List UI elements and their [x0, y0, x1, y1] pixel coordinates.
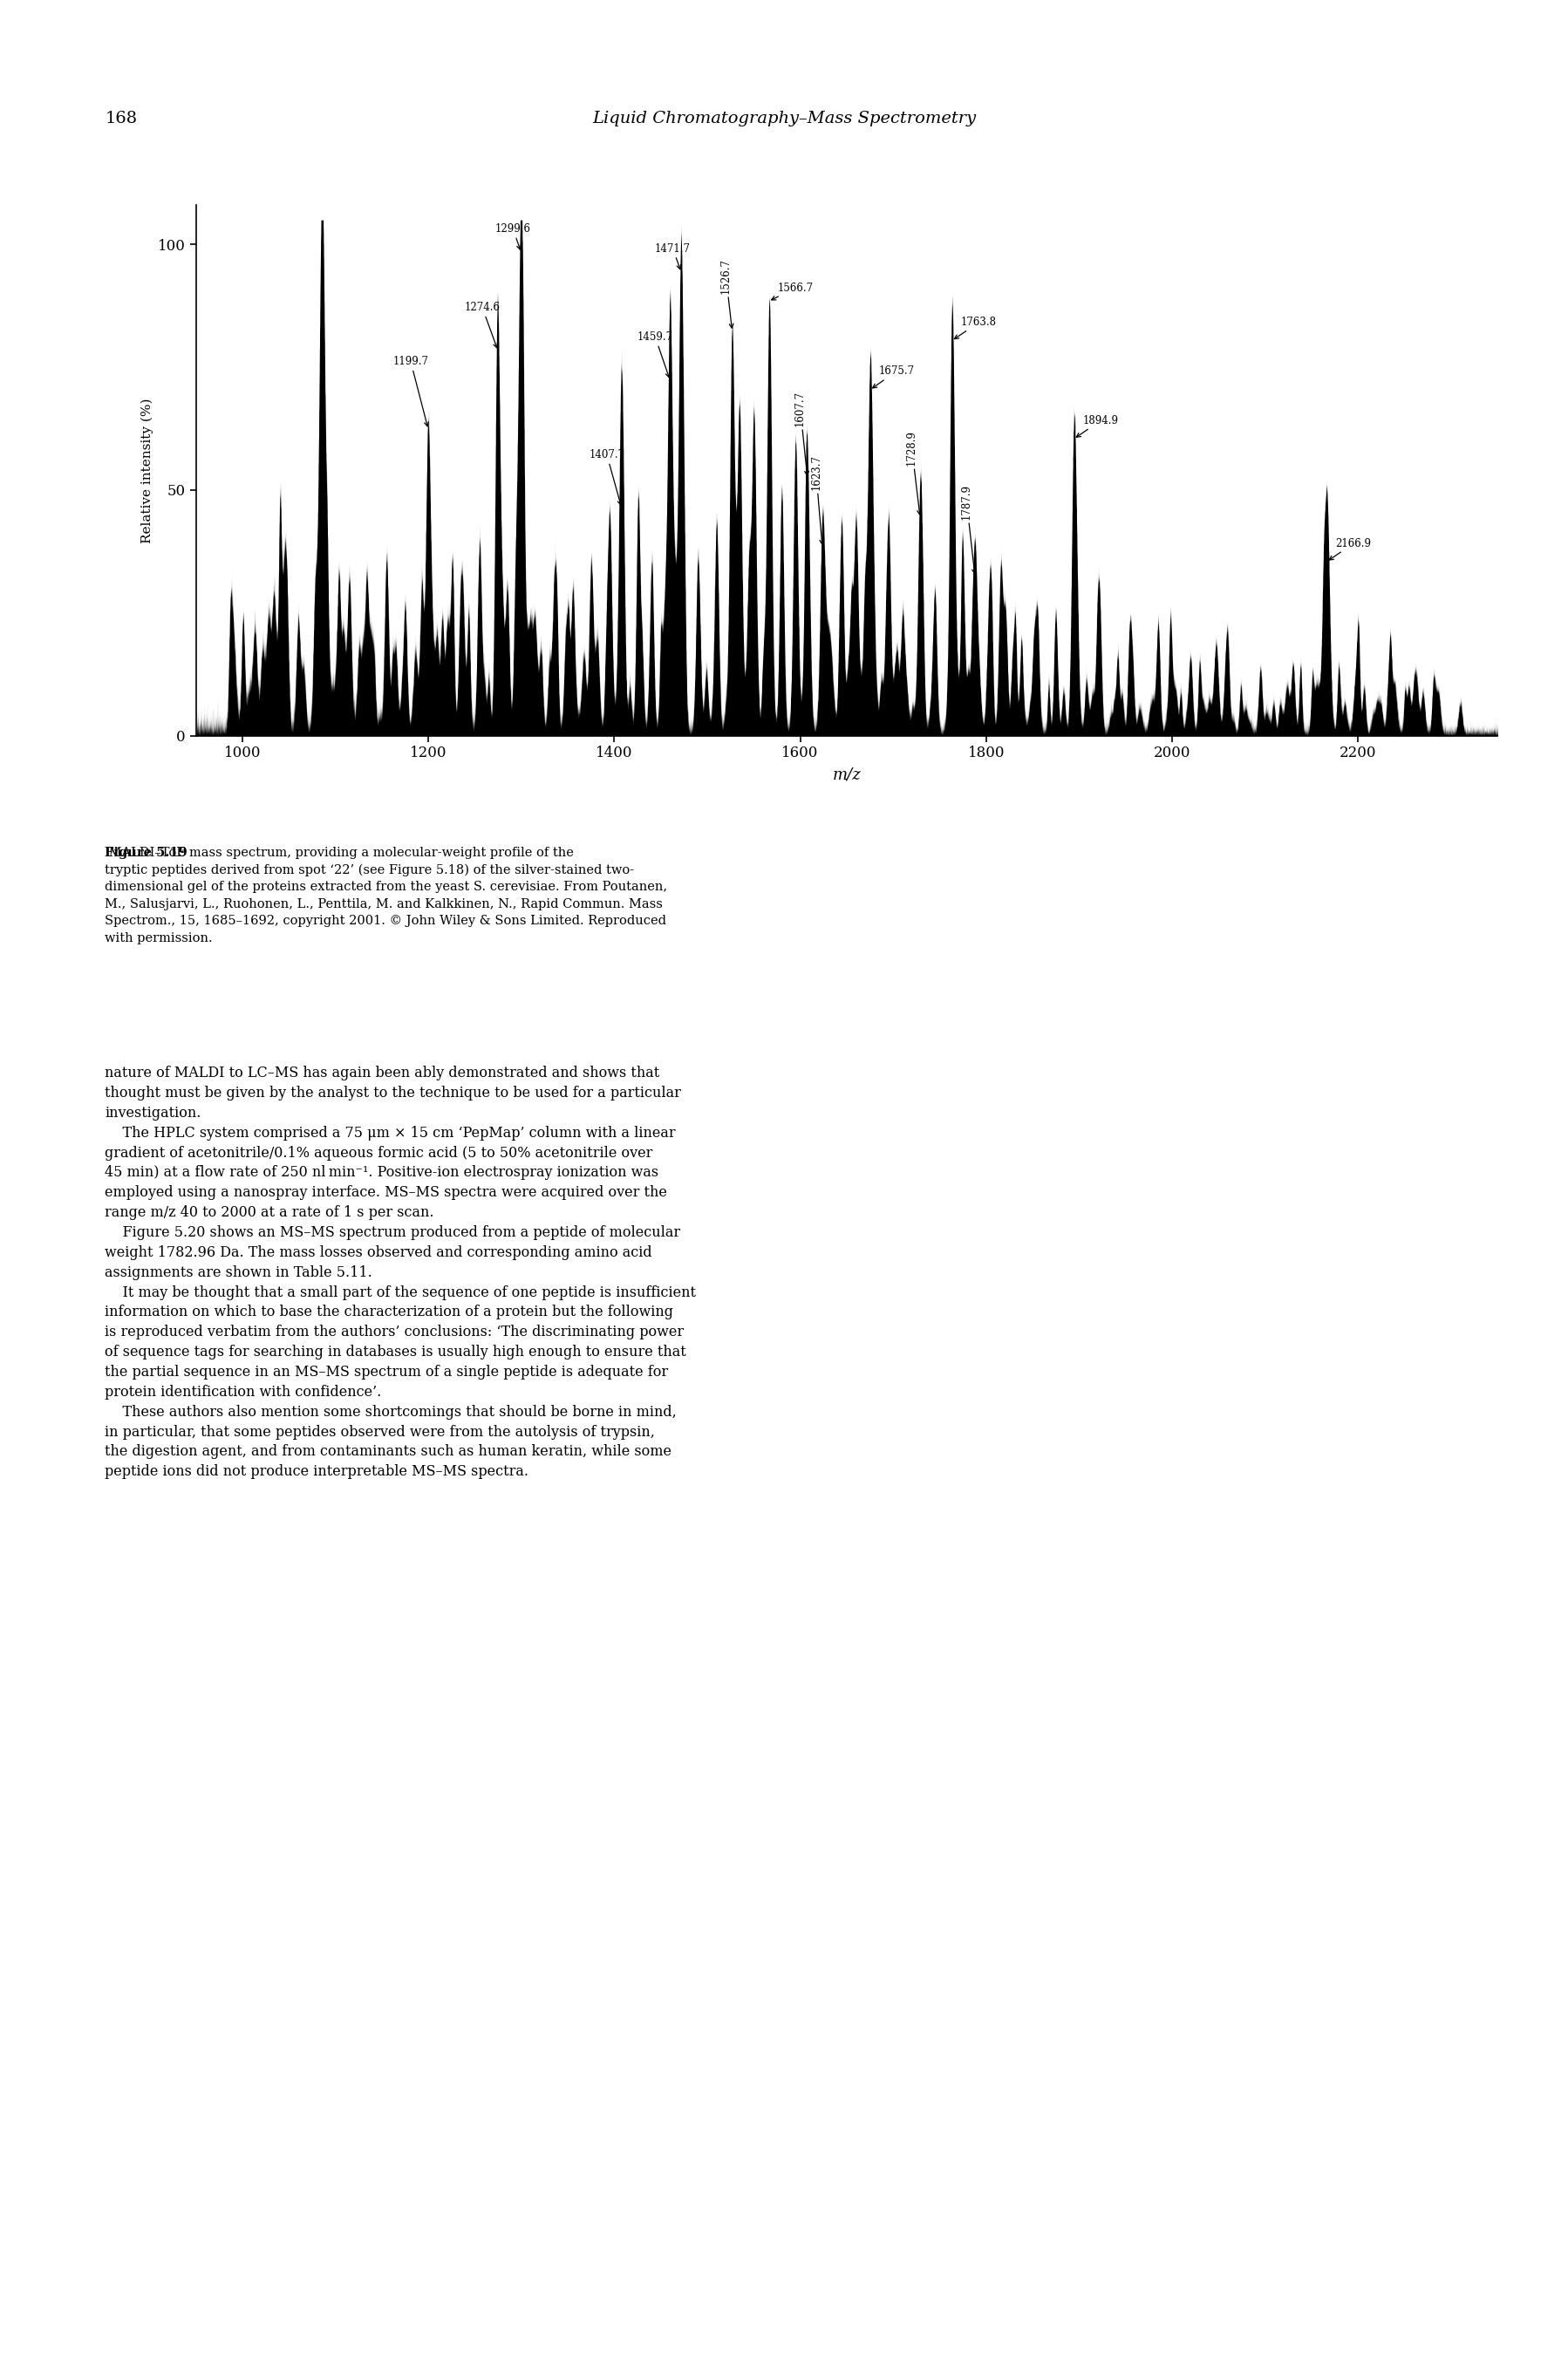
Text: 168: 168 — [105, 111, 138, 127]
Text: 1274.6: 1274.6 — [464, 302, 500, 347]
Text: 1471.7: 1471.7 — [655, 243, 691, 269]
Text: 1607.7: 1607.7 — [795, 391, 809, 476]
Text: Figure 5.19: Figure 5.19 — [105, 847, 188, 858]
Text: 1199.7: 1199.7 — [394, 356, 428, 427]
Text: MALDI–ToF mass spectrum, providing a molecular-weight profile of the
tryptic pep: MALDI–ToF mass spectrum, providing a mol… — [105, 847, 668, 943]
Text: 1894.9: 1894.9 — [1076, 415, 1118, 436]
Text: 1566.7: 1566.7 — [771, 283, 814, 299]
Text: 1407.7: 1407.7 — [590, 450, 624, 505]
Text: 1526.7: 1526.7 — [720, 257, 734, 328]
Text: 1728.9: 1728.9 — [906, 429, 922, 514]
Text: 1459.7: 1459.7 — [637, 332, 673, 377]
Text: 1623.7: 1623.7 — [811, 455, 823, 545]
Text: Liquid Chromatography–Mass Spectrometry: Liquid Chromatography–Mass Spectrometry — [593, 111, 975, 127]
Text: 2166.9: 2166.9 — [1330, 538, 1372, 559]
X-axis label: m/z: m/z — [833, 766, 861, 783]
Y-axis label: Relative intensity (%): Relative intensity (%) — [141, 399, 154, 542]
Text: nature of MALDI to LC–MS has again been ably demonstrated and shows that
thought: nature of MALDI to LC–MS has again been … — [105, 1066, 696, 1478]
Text: 1675.7: 1675.7 — [873, 365, 914, 389]
Text: 1763.8: 1763.8 — [955, 316, 997, 340]
Text: 1787.9: 1787.9 — [961, 483, 977, 573]
Text: 1299.6: 1299.6 — [495, 224, 532, 250]
